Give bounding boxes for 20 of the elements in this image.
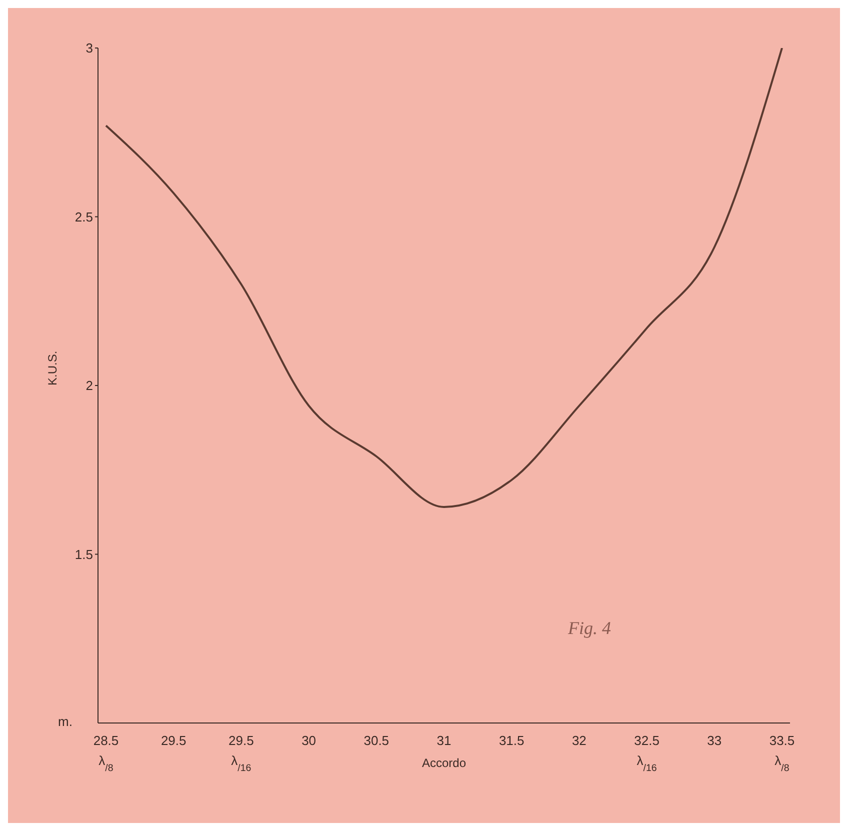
x-tick-label: 30.5 [364, 733, 390, 748]
x-tick-label: 32 [572, 733, 586, 748]
x-tick-label: 31.5 [498, 733, 524, 748]
y-axis-title: K.U.S. [45, 350, 60, 386]
x-tick-label: 30 [302, 733, 316, 748]
line-series [105, 48, 783, 508]
x-tick-label: 29.5 [160, 733, 186, 748]
y-tick-label: 2.5 [74, 209, 93, 224]
x-tick-label: 29.5 λ$_{/16}$ [228, 733, 254, 774]
annotation: Fig. 4 [568, 618, 611, 639]
text: m. [58, 714, 72, 729]
x-tick-label: 31 [436, 733, 452, 748]
x-tick-label: 32.5 λ$_{/16}$ [634, 733, 660, 774]
x-tick-label: 33 [707, 733, 722, 748]
y-tick-label: 2 [86, 378, 93, 394]
y-tick-label: 1.5 [74, 546, 93, 562]
x-axis-title: Accordo [422, 756, 466, 770]
y-tick-label: 3 [86, 40, 93, 56]
x-tick-label: 33.5 λ$_{/8}$ [769, 733, 795, 774]
x-tick-label: 28.5 λ$_{/8}$ [93, 733, 119, 774]
